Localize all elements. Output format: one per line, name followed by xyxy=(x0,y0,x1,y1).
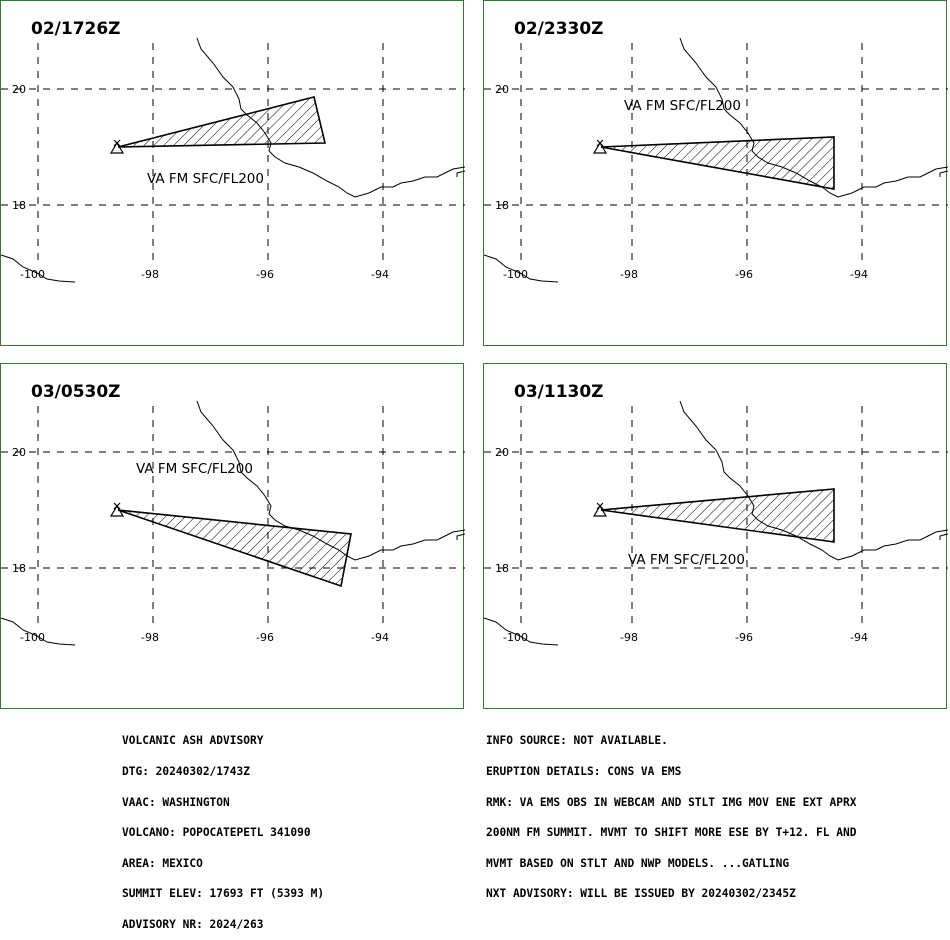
plume-label: VA FM SFC/FL200 xyxy=(624,98,741,114)
panel-time-title: 02/2330Z xyxy=(514,19,604,39)
remarks-line: MVMT BASED ON STLT AND NWP MODELS. ...GA… xyxy=(486,856,790,870)
ash-plume-polygon xyxy=(600,136,835,190)
lat-label-18: 18 xyxy=(12,562,26,575)
lat-label-20: 20 xyxy=(12,446,26,459)
map-canvas: 20 18 -100 -98 -96 -94 VA FM SFC/FL200 xyxy=(484,400,948,646)
advisory-line: AREA: MEXICO xyxy=(122,856,203,870)
coastline-pacific xyxy=(1,254,76,283)
coastline-bay-mark xyxy=(456,170,465,177)
panel-time-title: 03/0530Z xyxy=(31,382,121,402)
advisory-remarks-block: INFO SOURCE: NOT AVAILABLE. ERUPTION DET… xyxy=(486,716,856,910)
lon-label-94: -94 xyxy=(371,631,389,644)
lat-label-18: 18 xyxy=(495,199,509,212)
lon-label-98: -98 xyxy=(141,268,159,281)
coastline-pacific xyxy=(1,617,76,646)
lat-label-20: 20 xyxy=(495,446,509,459)
lon-label-100: -100 xyxy=(20,631,45,644)
remarks-line: INFO SOURCE: NOT AVAILABLE. xyxy=(486,734,668,748)
lon-label-100: -100 xyxy=(503,631,528,644)
panel-time-title: 03/1130Z xyxy=(514,382,604,402)
volcano-marker xyxy=(592,502,608,517)
lon-label-98: -98 xyxy=(620,631,638,644)
map-canvas: 20 18 -100 -98 -96 -94 VA FM SFC/FL200 xyxy=(1,37,465,283)
volcano-marker xyxy=(109,139,125,154)
forecast-panel-1: 20 18 -100 -98 -96 -94 VA FM SFC/FL200 0… xyxy=(0,0,465,346)
advisory-line: VAAC: WASHINGTON xyxy=(122,795,230,809)
remarks-line: ERUPTION DETAILS: CONS VA EMS xyxy=(486,765,682,779)
plume-label: VA FM SFC/FL200 xyxy=(628,552,745,568)
coastline-bay-mark xyxy=(939,170,948,177)
advisory-header-block: VOLCANIC ASH ADVISORY DTG: 20240302/1743… xyxy=(122,716,324,940)
lat-label-20: 20 xyxy=(12,83,26,96)
volcano-marker xyxy=(109,502,125,517)
forecast-panel-3: 20 18 -100 -98 -96 -94 VA FM SFC/FL200 0… xyxy=(0,363,465,709)
lon-label-100: -100 xyxy=(503,268,528,281)
coastline-bay-mark xyxy=(939,533,948,540)
lon-label-94: -94 xyxy=(850,631,868,644)
advisory-line: DTG: 20240302/1743Z xyxy=(122,765,250,779)
lon-label-96: -96 xyxy=(256,268,274,281)
volcano-marker xyxy=(592,139,608,154)
lon-label-94: -94 xyxy=(371,268,389,281)
ash-plume-polygon xyxy=(600,488,835,543)
advisory-line: SUMMIT ELEV: 17693 FT (5393 M) xyxy=(122,887,325,901)
remarks-line: 200NM FM SUMMIT. MVMT TO SHIFT MORE ESE … xyxy=(486,826,857,840)
map-canvas: 20 18 -100 -98 -96 -94 VA FM SFC/FL200 xyxy=(1,400,465,646)
panel-time-title: 02/1726Z xyxy=(31,19,121,39)
forecast-panel-2: 20 18 -100 -98 -96 -94 VA FM SFC/FL200 0… xyxy=(483,0,948,346)
lon-label-98: -98 xyxy=(141,631,159,644)
lon-label-100: -100 xyxy=(20,268,45,281)
lat-label-18: 18 xyxy=(12,199,26,212)
lat-label-20: 20 xyxy=(495,83,509,96)
ash-plume-polygon xyxy=(117,509,352,588)
plume-label: VA FM SFC/FL200 xyxy=(147,171,264,187)
forecast-panel-4: 20 18 -100 -98 -96 -94 VA FM SFC/FL200 0… xyxy=(483,363,948,709)
lat-label-18: 18 xyxy=(495,562,509,575)
plume-label: VA FM SFC/FL200 xyxy=(136,461,253,477)
lon-label-96: -96 xyxy=(256,631,274,644)
ash-plume-polygon xyxy=(117,96,327,148)
advisory-line: ADVISORY NR: 2024/263 xyxy=(122,918,264,932)
lon-label-96: -96 xyxy=(735,268,753,281)
map-canvas: 20 18 -100 -98 -96 -94 VA FM SFC/FL200 xyxy=(484,37,948,283)
lon-label-96: -96 xyxy=(735,631,753,644)
coastline-bay-mark xyxy=(456,533,465,540)
remarks-line: NXT ADVISORY: WILL BE ISSUED BY 20240302… xyxy=(486,887,796,901)
lon-label-94: -94 xyxy=(850,268,868,281)
coastline-pacific xyxy=(484,254,559,283)
advisory-line: VOLCANIC ASH ADVISORY xyxy=(122,734,264,748)
lon-label-98: -98 xyxy=(620,268,638,281)
remarks-line: RMK: VA EMS OBS IN WEBCAM AND STLT IMG M… xyxy=(486,795,857,809)
coastline-gulf xyxy=(196,37,465,198)
advisory-line: VOLCANO: POPOCATEPETL 341090 xyxy=(122,826,311,840)
coastline-pacific xyxy=(484,617,559,646)
